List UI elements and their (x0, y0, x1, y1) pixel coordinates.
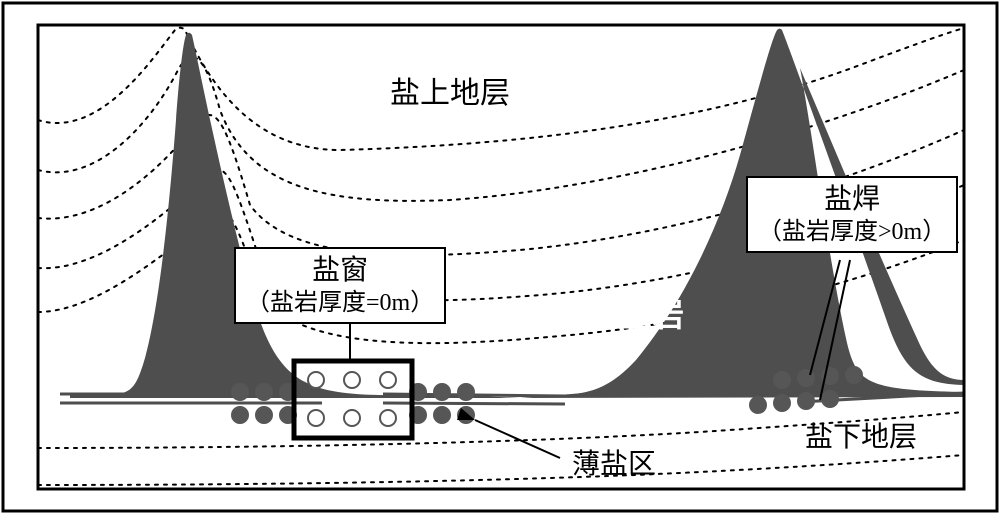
salt-window-title: 盐窗 (246, 253, 434, 288)
thin-salt-label: 薄盐区 (572, 442, 656, 482)
salt-weld-title: 盐焊 (758, 182, 946, 217)
salt-window-sub: （盐岩厚度=0m） (246, 288, 434, 318)
salt-rock-label: 盐岩 (620, 290, 684, 336)
salt-weld-callout: 盐焊 （盐岩厚度>0m） (746, 176, 958, 253)
light-dots (308, 372, 396, 426)
salt-window-callout: 盐窗 （盐岩厚度=0m） (234, 247, 446, 324)
supra-salt-label: 盐上地层 (390, 68, 510, 112)
salt-weld-sub: （盐岩厚度>0m） (758, 217, 946, 247)
sub-salt-label: 盐下地层 (805, 415, 917, 455)
